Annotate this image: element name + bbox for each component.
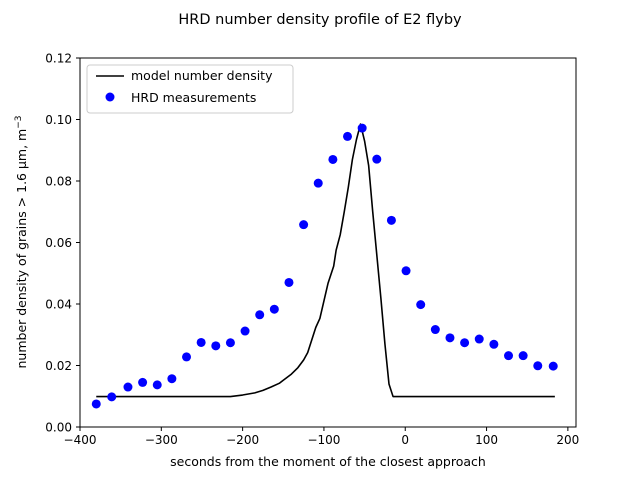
- hrd-measurement-point: [474, 334, 484, 344]
- hrd-measurement-point: [343, 131, 353, 141]
- chart-title: HRD number density profile of E2 flyby: [178, 12, 462, 28]
- hrd-measurement-point: [489, 339, 499, 349]
- y-tick-label: 0.02: [45, 359, 72, 373]
- hrd-measurement-point: [107, 392, 117, 402]
- hrd-measurement-point: [313, 178, 323, 188]
- hrd-measurement-point: [196, 337, 206, 347]
- y-tick-label: 0.08: [45, 175, 72, 189]
- series-layer: [91, 123, 558, 409]
- hrd-measurement-point: [548, 361, 558, 371]
- y-axis-label-exponent: −3: [14, 115, 24, 128]
- legend-label-hrd: HRD measurements: [131, 90, 256, 105]
- x-tick-label: −400: [64, 433, 97, 447]
- y-tick-label: 0.06: [45, 236, 72, 250]
- x-tick-label: 0: [401, 433, 409, 447]
- legend-marker-swatch: [105, 92, 115, 102]
- hrd-measurement-point: [445, 333, 455, 343]
- hrd-measurement-point: [91, 399, 101, 409]
- legend-box: [86, 64, 294, 114]
- x-tick-label: −200: [226, 433, 259, 447]
- y-axis-label: number density of grains > 1.6 μm, m−3: [14, 115, 29, 368]
- x-tick-label: 100: [475, 433, 498, 447]
- legend-label-model: model number density: [131, 68, 273, 83]
- hrd-measurement-point: [123, 382, 133, 392]
- hrd-measurement-point: [430, 325, 440, 335]
- hrd-measurement-point: [225, 338, 235, 348]
- hrd-measurement-point: [138, 377, 148, 387]
- hrd-measurement-point: [255, 310, 265, 320]
- hrd-measurement-point: [328, 154, 338, 164]
- x-tick-label: −100: [307, 433, 340, 447]
- hrd-measurement-point: [182, 352, 192, 362]
- hrd-measurement-point: [533, 361, 543, 371]
- hrd-measurement-point: [357, 123, 367, 133]
- y-axis-label-text: number density of grains > 1.6 μm, m: [14, 129, 29, 369]
- hrd-measurement-point: [518, 351, 528, 361]
- y-tick-label: 0.00: [45, 421, 72, 435]
- hrd-measurement-point: [269, 304, 279, 314]
- x-tick-label: −300: [145, 433, 178, 447]
- model-density-line: [96, 123, 555, 398]
- y-tick-label: 0.10: [45, 113, 72, 127]
- plot-background: [80, 58, 576, 427]
- hrd-measurement-point: [416, 300, 426, 310]
- plot-area: [80, 58, 576, 427]
- hrd-measurement-point: [167, 374, 177, 384]
- x-axis-label: seconds from the moment of the closest a…: [170, 454, 486, 469]
- y-axis: 0.00 0.02 0.04 0.06 0.08 0.10 0.12: [45, 52, 80, 435]
- hrd-measurement-point: [284, 277, 294, 287]
- legend: model number density HRD measurements: [86, 64, 294, 114]
- hrd-measurement-point: [504, 351, 514, 361]
- x-axis: −400 −300 −200 −100 0 100 200: [64, 427, 579, 447]
- hrd-measurement-point: [401, 266, 411, 276]
- hrd-measurement-point: [240, 326, 250, 336]
- hrd-measurement-point: [299, 220, 309, 230]
- hrd-measurement-point: [386, 215, 396, 225]
- y-tick-label: 0.04: [45, 298, 72, 312]
- hrd-measurement-point: [460, 338, 470, 348]
- hrd-measurement-point: [211, 341, 221, 351]
- hrd-measurement-point: [152, 380, 162, 390]
- hrd-measurement-point: [372, 154, 382, 164]
- y-tick-label: 0.12: [45, 52, 72, 66]
- x-tick-label: 200: [556, 433, 579, 447]
